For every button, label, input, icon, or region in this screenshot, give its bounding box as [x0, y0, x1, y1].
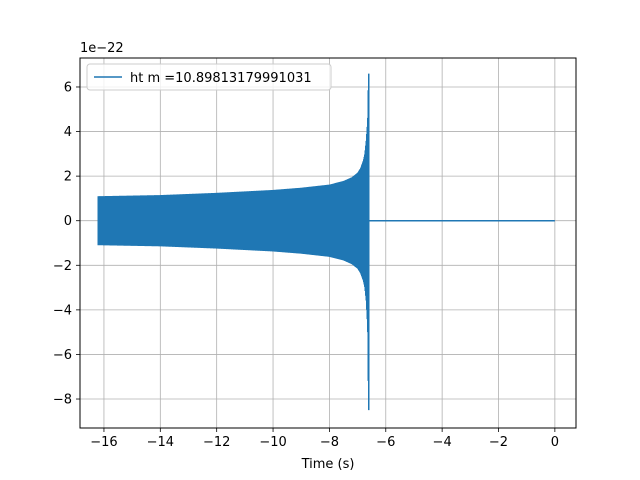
waveform-inspiral — [97, 73, 370, 411]
y-tick-label: −2 — [53, 259, 72, 274]
x-tick-label: −4 — [433, 435, 452, 450]
x-tick-label: 0 — [551, 435, 559, 450]
y-offset-label: 1e−22 — [80, 41, 124, 56]
y-tick-label: 6 — [64, 80, 72, 95]
x-axis: −16 −14 −12 −10 −8 −6 −4 −2 0 — [90, 428, 559, 450]
y-tick-label: 4 — [64, 125, 72, 140]
plot-area — [97, 73, 555, 411]
legend: ht m =10.89813179991031 — [86, 63, 332, 91]
y-tick-label: 2 — [64, 170, 72, 185]
y-tick-label: −4 — [53, 303, 72, 318]
y-tick-label: −8 — [53, 393, 72, 408]
axes-frame — [79, 57, 577, 429]
legend-label: ht m =10.89813179991031 — [130, 71, 312, 86]
x-tick-label: −8 — [320, 435, 339, 450]
x-tick-label: −14 — [147, 435, 174, 450]
x-tick-label: −2 — [489, 435, 508, 450]
y-tick-label: −6 — [53, 348, 72, 363]
series-waveform — [97, 73, 555, 411]
x-tick-label: −10 — [259, 435, 286, 450]
x-tick-label: −12 — [203, 435, 230, 450]
legend-box — [86, 63, 332, 91]
y-axis: −8 −6 −4 −2 0 2 4 6 — [53, 80, 80, 408]
y-tick-label: 0 — [64, 214, 72, 229]
x-tick-label: −16 — [90, 435, 117, 450]
x-axis-label: Time (s) — [301, 457, 355, 472]
x-tick-label: −6 — [376, 435, 395, 450]
